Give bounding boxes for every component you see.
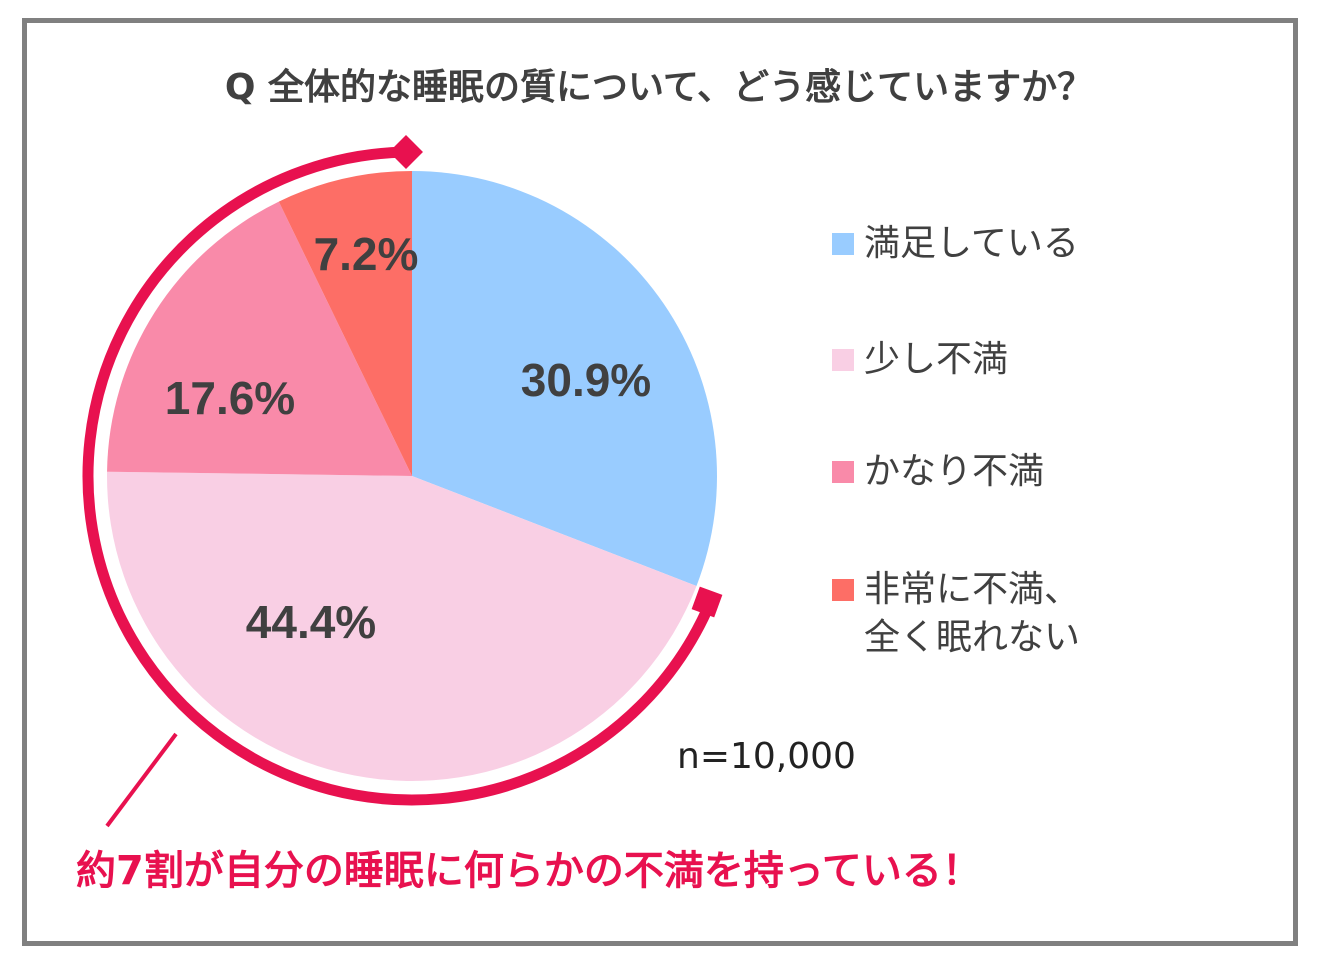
callout-text: 約7割が自分の睡眠に何らかの不満を持っている！ [76,848,982,894]
legend-swatch-slightly-dissatisfied [832,349,854,371]
arc-end-diamond-right [691,586,723,618]
chart-title: Q 全体的な睡眠の質について、どう感じていますか？ [224,67,1094,108]
sample-size: n=10,000 [677,736,856,777]
legend-item-satisfied: 満足している [832,220,1079,268]
slice-labels: 30.9% 44.4% 17.6% 7.2% [165,228,651,648]
legend-swatch-very-dissatisfied [832,579,854,601]
legend-swatch-satisfied [832,233,854,255]
pie-slices [106,171,717,781]
callout-leader-line [105,732,178,828]
legend-label-line1: 非常に不満、 [864,569,1081,610]
legend-label: 非常に不満、 全く眠れない [864,566,1080,662]
chart-frame [22,18,1298,946]
pie-slice-slightly-dissatisfied [106,471,697,781]
legend-label: 少し不満 [864,339,1009,380]
slice-label-very-dissatisfied: 7.2% [314,228,419,280]
pie-slice-quite-dissatisfied [107,201,412,477]
slice-label-slightly-dissatisfied: 44.4% [246,596,376,648]
dissatisfaction-arc [82,135,723,806]
pie-slice-satisfied [412,171,717,586]
legend-label-line2: 全く眠れない [864,617,1081,658]
legend-swatch-quite-dissatisfied [832,461,854,483]
slice-label-quite-dissatisfied: 17.6% [165,372,295,424]
slice-label-satisfied: 30.9% [521,354,651,406]
legend-item-very-dissatisfied: 非常に不満、 全く眠れない [832,566,1080,662]
arc-end-diamond-top [389,135,423,169]
pie-slice-very-dissatisfied [278,171,412,476]
legend-item-quite-dissatisfied: かなり不満 [832,448,1044,496]
legend-label: 満足している [864,223,1079,264]
legend-item-slightly-dissatisfied: 少し不満 [832,336,1008,384]
legend-label: かなり不満 [864,451,1045,492]
arc-path [82,146,716,806]
